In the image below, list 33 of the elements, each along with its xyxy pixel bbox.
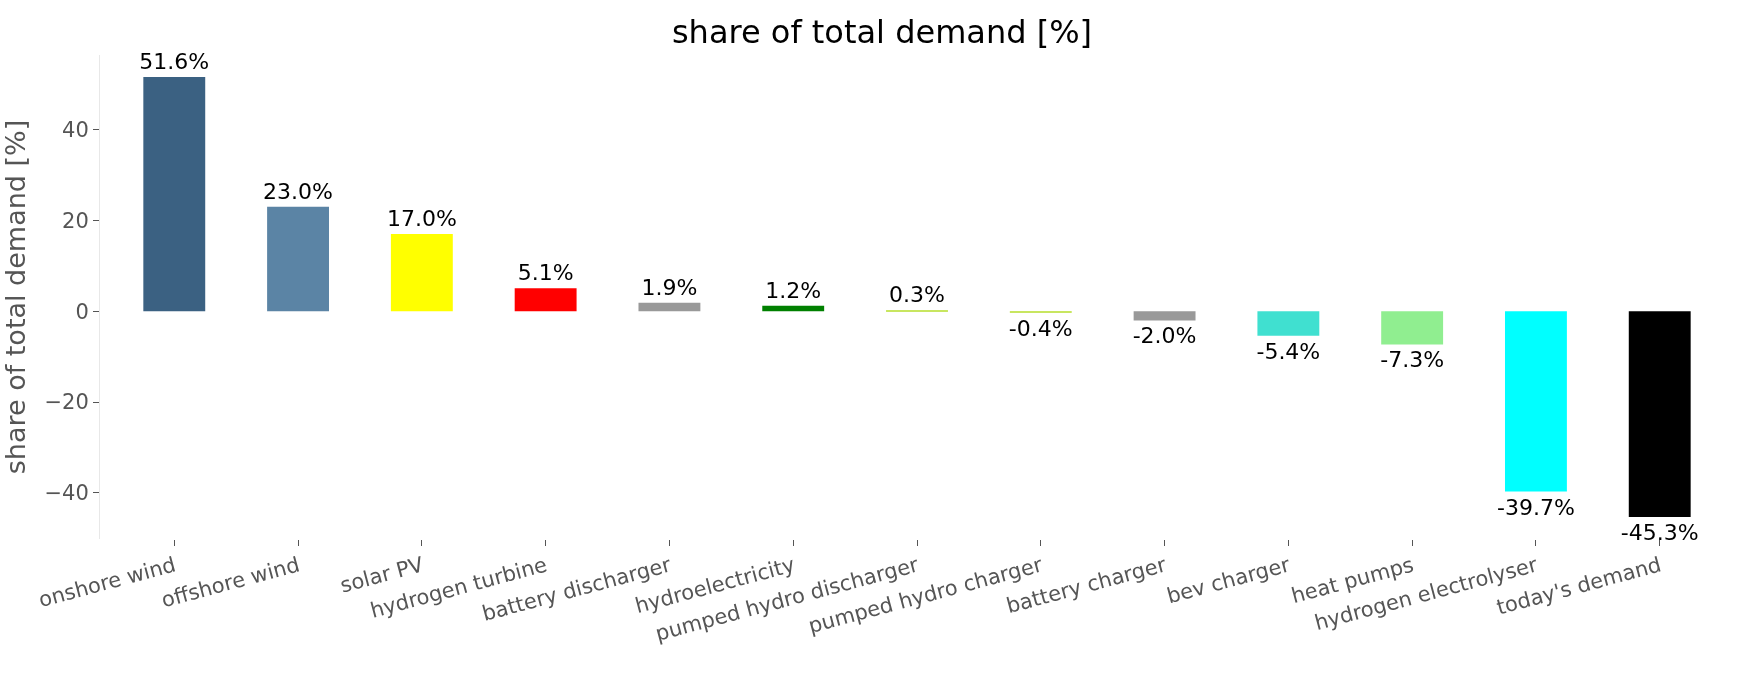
data-label: 51.6% <box>139 49 210 75</box>
data-label: -39.7% <box>1497 494 1575 520</box>
bar <box>1381 311 1444 345</box>
data-label: -45.3% <box>1620 519 1699 545</box>
bar <box>762 305 825 312</box>
y-tick-label: 40 <box>62 118 89 143</box>
bar <box>1133 311 1196 321</box>
y-tick-label: 0 <box>75 299 89 324</box>
bar <box>1257 311 1320 336</box>
data-label: 0.3% <box>889 281 945 307</box>
data-label: 23.0% <box>263 178 334 204</box>
bar <box>886 309 948 312</box>
data-label: 1.2% <box>765 277 822 303</box>
y-tick-label: 20 <box>62 208 89 233</box>
data-label: -2.0% <box>1132 323 1197 349</box>
bar <box>514 288 577 312</box>
y-tick-label: −20 <box>44 390 89 415</box>
y-axis-title: share of total demand [%] <box>0 119 31 475</box>
bar <box>390 234 453 312</box>
data-label: -5.4% <box>1256 338 1321 364</box>
bar <box>1504 311 1567 492</box>
data-label: -0.4% <box>1008 316 1073 342</box>
data-label: 1.9% <box>641 274 698 300</box>
bar <box>638 302 701 312</box>
data-label: -7.3% <box>1380 347 1445 373</box>
bar <box>143 77 206 312</box>
chart-title: share of total demand [%] <box>671 13 1093 52</box>
y-tick-label: −40 <box>44 481 89 506</box>
bar <box>267 206 330 312</box>
bar <box>1009 311 1072 314</box>
data-label: 5.1% <box>517 260 574 286</box>
bar <box>1628 311 1691 517</box>
data-label: 17.0% <box>386 206 457 232</box>
